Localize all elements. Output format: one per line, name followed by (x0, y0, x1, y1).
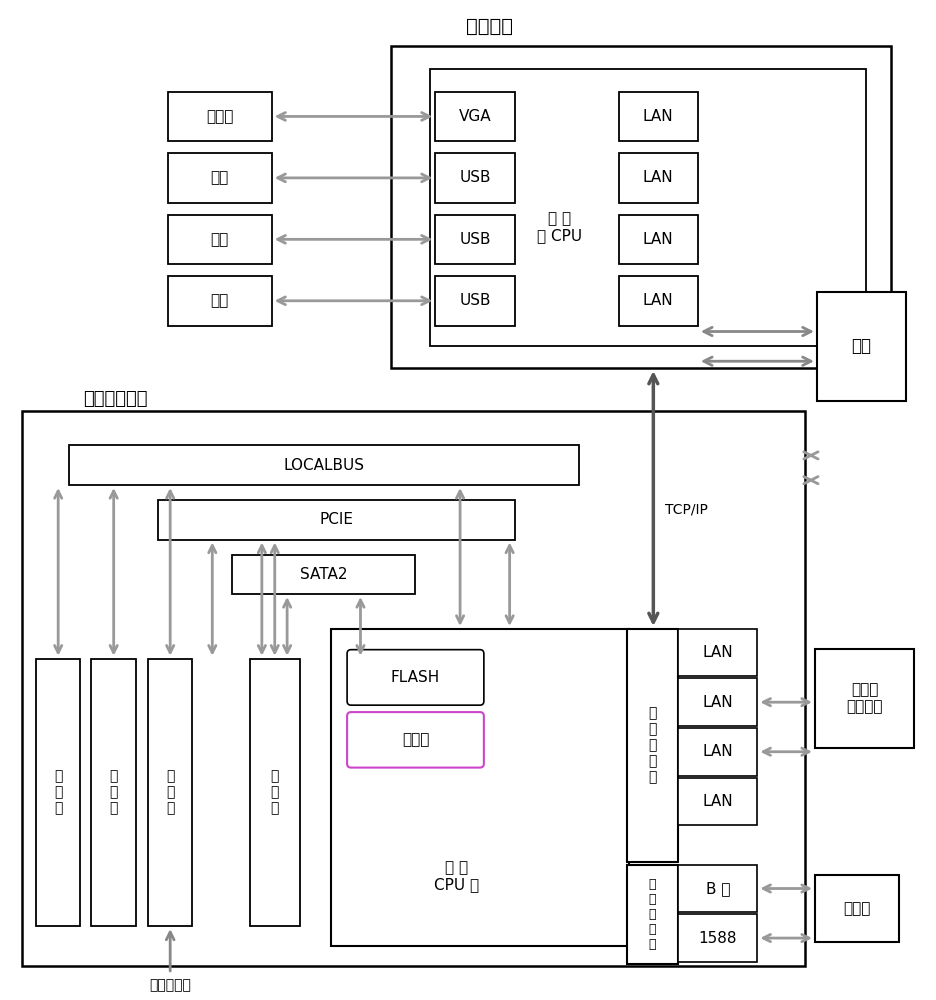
Text: VGA: VGA (458, 109, 490, 124)
Text: 数字量输入: 数字量输入 (149, 979, 191, 993)
Text: FLASH: FLASH (390, 670, 440, 685)
Bar (36, 659, 80, 926)
Text: 第 二
CPU 板: 第 二 CPU 板 (433, 860, 478, 892)
Bar (22, 411, 804, 966)
Text: 时
钟
控
制
器: 时 钟 控 制 器 (648, 878, 655, 951)
Text: 站控层
监控后台: 站控层 监控后台 (845, 682, 882, 714)
Bar (678, 865, 756, 912)
Text: 时钟源: 时钟源 (842, 901, 870, 916)
Bar (678, 914, 756, 962)
Text: 网
口
控
制
器: 网 口 控 制 器 (648, 706, 656, 785)
Text: 硬
盘
板: 硬 盘 板 (271, 769, 279, 816)
Bar (618, 153, 697, 203)
FancyBboxPatch shape (346, 650, 483, 705)
Bar (435, 153, 514, 203)
Text: 键盘: 键盘 (211, 170, 228, 185)
Text: 直
流
板: 直 流 板 (54, 769, 63, 816)
Text: LAN: LAN (642, 232, 673, 247)
Text: SATA2: SATA2 (300, 567, 347, 582)
Bar (626, 865, 678, 964)
Text: LAN: LAN (642, 109, 673, 124)
Bar (814, 649, 913, 748)
Text: 动态记录单元: 动态记录单元 (83, 390, 148, 408)
Bar (168, 276, 271, 326)
Bar (814, 875, 899, 942)
Bar (435, 215, 514, 264)
Bar (618, 276, 697, 326)
Text: USB: USB (459, 170, 490, 185)
Bar (678, 778, 756, 825)
Text: 管理单元: 管理单元 (466, 17, 513, 36)
Bar (68, 445, 578, 485)
Bar (618, 215, 697, 264)
Bar (678, 728, 756, 776)
Text: 压缩卡: 压缩卡 (402, 732, 429, 747)
Bar (430, 69, 866, 346)
Text: USB: USB (459, 232, 490, 247)
Bar (148, 659, 192, 926)
Text: LAN: LAN (642, 293, 673, 308)
Bar (435, 276, 514, 326)
Bar (435, 92, 514, 141)
Text: 鼠标: 鼠标 (211, 293, 228, 308)
Bar (678, 678, 756, 726)
Text: 1588: 1588 (697, 931, 737, 946)
FancyBboxPatch shape (346, 712, 483, 768)
Bar (92, 659, 136, 926)
Text: LAN: LAN (702, 744, 732, 759)
Bar (168, 92, 271, 141)
Bar (618, 92, 697, 141)
Text: LAN: LAN (642, 170, 673, 185)
Bar (168, 215, 271, 264)
Bar (157, 500, 514, 540)
Bar (816, 292, 905, 401)
Bar (168, 153, 271, 203)
Text: LOCALBUS: LOCALBUS (283, 458, 364, 473)
Bar (232, 555, 415, 594)
Bar (678, 629, 756, 676)
Bar (331, 629, 628, 946)
Text: 鼠标: 鼠标 (211, 232, 228, 247)
Bar (626, 629, 678, 862)
Text: LAN: LAN (702, 645, 732, 660)
Text: TCP/IP: TCP/IP (665, 503, 708, 517)
Text: 显示器: 显示器 (206, 109, 233, 124)
Text: LAN: LAN (702, 794, 732, 809)
Text: PCIE: PCIE (319, 512, 353, 527)
Text: USB: USB (459, 293, 490, 308)
Text: LAN: LAN (702, 695, 732, 710)
Text: 采
集
板: 采 集 板 (166, 769, 174, 816)
Bar (390, 46, 890, 368)
Bar (250, 659, 300, 926)
Text: 开
出
板: 开 出 板 (110, 769, 118, 816)
Text: B 码: B 码 (705, 881, 729, 896)
Text: 电源: 电源 (851, 337, 870, 355)
Text: 第 二
板 CPU: 第 二 板 CPU (536, 211, 581, 244)
